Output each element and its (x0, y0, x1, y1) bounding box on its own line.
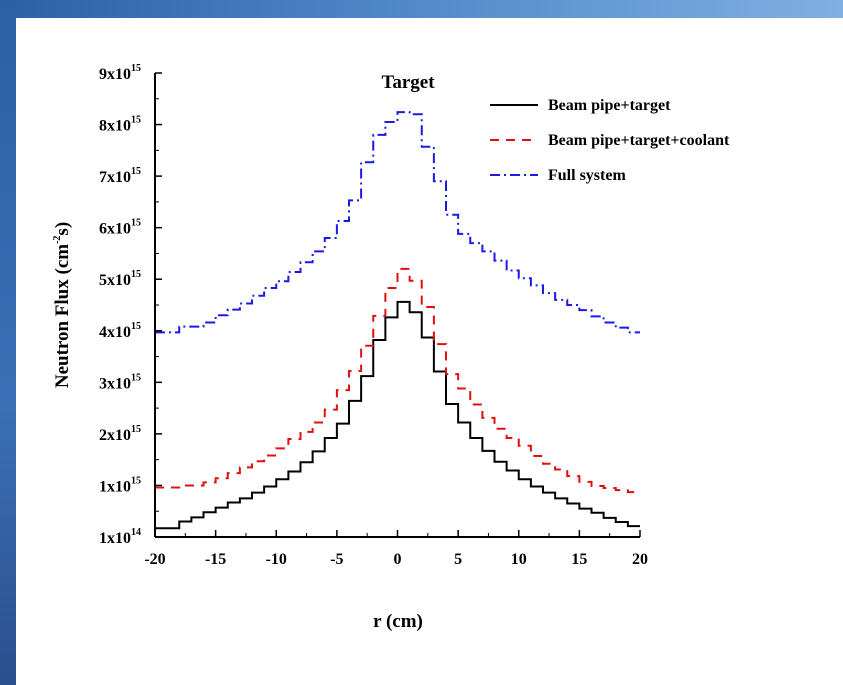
slide-top-frame (0, 0, 843, 18)
y-tick-base: 1x10 (99, 530, 131, 547)
y-tick-label: 9x1015 (99, 63, 141, 83)
x-axis-label: r (cm) (373, 611, 423, 632)
y-tick-label: 1x1015 (99, 475, 141, 495)
y-tick-exponent: 15 (131, 218, 141, 229)
series-line-1 (155, 267, 640, 494)
y-tick-exponent: 15 (131, 372, 141, 383)
ticks-layer: -20 -15 -10 -5 0 5 10 15 201x10141x10152x10153x1… (99, 63, 648, 568)
y-tick-exponent: 15 (131, 166, 141, 177)
y-tick-label: 8x1015 (99, 115, 141, 135)
y-axis-label-end: s) (52, 222, 73, 236)
y-tick-label: 1x1014 (99, 527, 141, 547)
y-tick-label: 4x1015 (99, 321, 141, 341)
y-tick-base: 2x10 (99, 427, 131, 444)
legend-label: Beam pipe+target+coolant (548, 132, 730, 149)
x-tick-label: -10 (266, 551, 287, 568)
series-layer (155, 111, 640, 530)
y-axis-label-sup: -2 (52, 236, 63, 244)
y-tick-base: 3x10 (99, 375, 131, 392)
y-axis-label: Neutron Flux (cm-2s) (52, 222, 73, 388)
y-tick-base: 7x10 (99, 169, 131, 186)
y-tick-label: 6x1015 (99, 218, 141, 238)
y-tick-exponent: 15 (131, 321, 141, 332)
x-tick-label: -20 (144, 551, 165, 568)
x-tick-label: 15 (571, 551, 587, 568)
y-tick-label: 3x1015 (99, 372, 141, 392)
x-tick-label: 20 (632, 551, 648, 568)
y-tick-base: 9x10 (99, 66, 131, 83)
y-tick-base: 4x10 (99, 324, 131, 341)
y-tick-base: 1x10 (99, 478, 131, 495)
x-tick-label: 0 (394, 551, 402, 568)
y-axis-label-main: Neutron Flux (cm (52, 244, 73, 388)
series-line-0 (155, 300, 640, 530)
chart-title: Target (381, 72, 435, 93)
y-tick-exponent: 15 (131, 115, 141, 126)
legend: Beam pipe+target Beam pipe+target+coolant… (490, 97, 730, 184)
series-line-2 (155, 111, 640, 334)
x-tick-label: -15 (205, 551, 226, 568)
x-tick-label: -5 (330, 551, 343, 568)
y-tick-exponent: 15 (131, 63, 141, 74)
y-tick-base: 5x10 (99, 272, 131, 289)
y-tick-label: 7x1015 (99, 166, 141, 186)
y-tick-label: 2x1015 (99, 424, 141, 444)
x-tick-label: 10 (511, 551, 527, 568)
y-tick-base: 6x10 (99, 221, 131, 238)
y-tick-label: 5x1015 (99, 269, 141, 289)
x-tick-label: 5 (454, 551, 462, 568)
y-tick-exponent: 15 (131, 475, 141, 486)
y-tick-exponent: 15 (131, 269, 141, 280)
legend-label: Beam pipe+target (548, 97, 671, 114)
slide-left-frame (0, 0, 16, 685)
y-tick-exponent: 14 (131, 527, 141, 538)
legend-label: Full system (548, 167, 626, 184)
y-tick-base: 8x10 (99, 118, 131, 135)
y-tick-exponent: 15 (131, 424, 141, 435)
